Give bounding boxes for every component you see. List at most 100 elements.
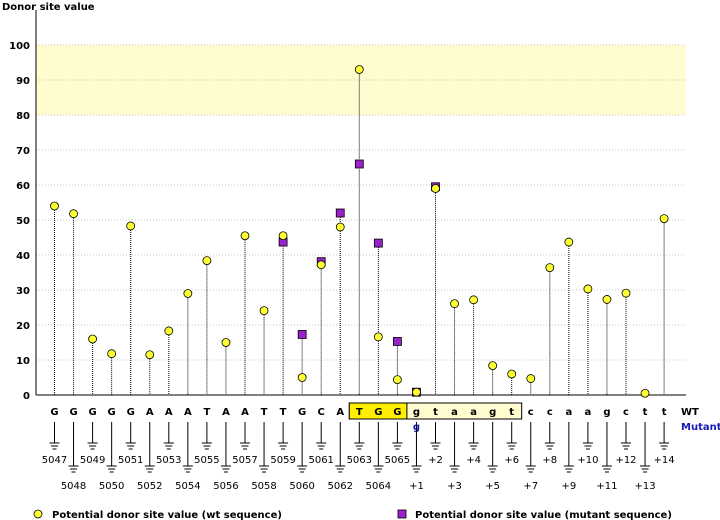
position-label: +7 [523,481,538,492]
mutant-point [297,330,307,339]
wt-point [469,295,479,305]
wt-point [545,263,555,273]
wt-point [50,201,59,211]
position-label: 5059 [270,455,295,466]
wt-point [392,375,402,385]
y-axis-label: Donor site value [2,2,95,13]
legend-wt-label: Potential donor site value (wt sequence) [52,510,282,520]
wt-base: G [393,407,401,418]
wt-base: g [413,407,420,418]
position-label: +11 [596,481,617,492]
wt-base: t [662,407,667,418]
position-label: +6 [504,455,519,466]
y-tick-label: 50 [16,216,30,227]
wt-row-label: WT [681,407,699,418]
position-label: +13 [634,481,655,492]
wt-base: A [241,407,249,418]
wt-base: t [643,407,648,418]
position-label: 5062 [328,481,353,492]
wt-base: A [184,407,192,418]
y-tick-label: 10 [16,356,30,367]
wt-base: G [50,407,58,418]
position-label: 5064 [366,481,391,492]
position-label: +14 [654,455,675,466]
position-label: +1 [409,481,424,492]
wt-point [431,184,440,193]
position-label: 5065 [385,455,410,466]
wt-base: a [451,407,458,418]
wt-base: G [127,407,135,418]
wt-base: A [146,407,154,418]
position-label: 5051 [118,455,143,466]
y-tick-label: 30 [16,286,30,297]
wt-base: T [203,407,210,418]
position-label: 5058 [251,481,276,492]
wt-base: A [222,407,230,418]
wt-point [107,349,117,359]
y-tick-label: 80 [16,111,30,122]
wt-point [640,388,650,398]
wt-point [259,306,269,316]
wt-point [164,326,174,336]
wt-point [202,256,212,266]
wt-base: A [165,407,173,418]
mutant-point [335,208,345,218]
wt-base: G [69,407,77,418]
legend-mutant-marker [397,509,407,519]
wt-point [145,350,155,360]
position-label: 5047 [42,455,67,466]
wt-base: c [547,407,553,418]
position-label: +4 [466,455,481,466]
position-label: 5053 [156,455,181,466]
wt-point [316,260,326,270]
position-label: +5 [485,481,500,492]
wt-base: a [470,407,477,418]
position-label: 5054 [175,481,200,492]
y-tick-label: 90 [16,76,30,87]
y-tick-label: 70 [16,146,30,157]
position-label: 5060 [289,481,314,492]
wt-point [412,387,421,397]
position-label: +8 [542,455,557,466]
legend-mutant-label: Potential donor site value (mutant seque… [415,510,672,520]
position-label: +10 [577,455,598,466]
wt-point [240,231,250,241]
wt-base: a [565,407,572,418]
wt-base: g [603,407,610,418]
wt-point [583,284,593,294]
wt-point [507,369,517,379]
wt-base: G [298,407,306,418]
wt-point [602,295,612,304]
position-label: +12 [615,455,636,466]
wt-base: T [280,407,287,418]
position-label: +2 [428,455,443,466]
wt-point [621,288,631,298]
wt-point [69,209,78,219]
y-tick-label: 40 [16,251,30,262]
y-tick-label: 100 [9,41,30,52]
wt-point [373,332,383,342]
position-label: 5061 [308,455,333,466]
legend-wt-marker [33,509,43,519]
position-label: 5056 [213,481,238,492]
mutant-row-label: Mutant [681,422,720,433]
wt-point [126,221,136,231]
wt-base: T [356,407,363,418]
wt-point [659,214,669,224]
wt-point [297,373,307,382]
wt-base: G [374,407,382,418]
wt-base: G [108,407,116,418]
mutant-point [392,337,402,346]
wt-point [526,374,536,383]
wt-base: T [261,407,268,418]
position-label: 5055 [194,455,219,466]
wt-point [335,222,345,232]
wt-point [88,334,97,344]
wt-point [564,237,574,247]
wt-point [278,231,288,241]
wt-point [221,338,231,347]
wt-point [450,299,459,309]
wt-base: C [318,407,325,418]
wt-point [354,65,364,74]
wt-base: t [509,407,514,418]
